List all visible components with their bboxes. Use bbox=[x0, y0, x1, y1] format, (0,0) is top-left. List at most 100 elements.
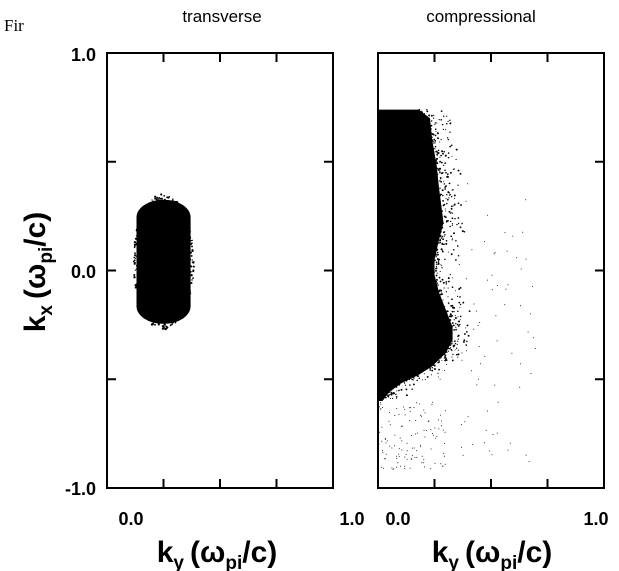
compressional-data-point bbox=[418, 377, 421, 380]
compressional-outlier-point bbox=[512, 235, 514, 237]
compressional-data-point bbox=[447, 191, 450, 194]
transverse-data-point bbox=[153, 201, 156, 204]
compressional-data-point bbox=[440, 154, 442, 157]
transverse-data-point bbox=[133, 262, 136, 265]
compressional-tail-point bbox=[399, 437, 401, 439]
compressional-data-point bbox=[455, 259, 457, 261]
compressional-data-point bbox=[431, 366, 434, 369]
compressional-outlier-point bbox=[504, 232, 506, 233]
compressional-outlier-point bbox=[496, 340, 498, 342]
compressional-outlier-point bbox=[439, 378, 441, 380]
compressional-outlier-point bbox=[461, 446, 462, 448]
compressional-data-point bbox=[395, 398, 397, 400]
compressional-tail-point bbox=[384, 458, 386, 460]
transverse-data-point bbox=[134, 254, 137, 257]
compressional-data-point bbox=[434, 151, 437, 153]
compressional-data-point bbox=[449, 212, 452, 214]
compressional-data-point bbox=[443, 236, 445, 238]
compressional-outlier-point bbox=[505, 288, 507, 290]
compressional-tail-point bbox=[408, 407, 410, 409]
compressional-data-point bbox=[442, 115, 445, 117]
compressional-outlier-point bbox=[506, 250, 508, 252]
compressional-data-point bbox=[436, 252, 438, 254]
compressional-data-point bbox=[457, 254, 460, 257]
compressional-data-point bbox=[435, 278, 438, 281]
compressional-data-point bbox=[443, 180, 445, 182]
compressional-data-point bbox=[453, 249, 455, 251]
compressional-data-point bbox=[439, 156, 441, 158]
compressional-tail-point bbox=[406, 450, 408, 452]
transverse-data-point bbox=[136, 236, 139, 239]
compressional-data-point bbox=[398, 383, 401, 386]
transverse-data-point bbox=[138, 295, 141, 299]
compressional-data-point bbox=[447, 347, 450, 350]
compressional-data-point bbox=[452, 324, 455, 327]
compressional-data-point bbox=[436, 168, 438, 170]
left-panel-title: transverse bbox=[182, 7, 261, 26]
compressional-data-point bbox=[462, 340, 465, 343]
compressional-outlier-point bbox=[437, 376, 439, 378]
compressional-data-point bbox=[459, 296, 461, 298]
transverse-data-point bbox=[135, 264, 139, 267]
compressional-outlier-point bbox=[457, 245, 459, 246]
transverse-data-point bbox=[182, 302, 185, 305]
y-tick-label-middle: 0.0 bbox=[71, 262, 96, 282]
compressional-data-point bbox=[449, 319, 452, 321]
transverse-data-point bbox=[139, 223, 142, 226]
compressional-data-point bbox=[441, 226, 444, 229]
compressional-data-point bbox=[438, 360, 440, 362]
compressional-data-point bbox=[449, 225, 451, 228]
compressional-data-point bbox=[440, 293, 443, 296]
compressional-data-point bbox=[437, 361, 439, 364]
transverse-data-point bbox=[134, 286, 138, 289]
compressional-data-point bbox=[438, 368, 440, 371]
compressional-data-point bbox=[444, 208, 446, 210]
compressional-tail-point bbox=[423, 466, 425, 468]
compressional-outlier-point bbox=[457, 246, 459, 248]
compressional-tail-point bbox=[440, 414, 442, 416]
compressional-tail-point bbox=[388, 420, 390, 422]
compressional-data-point bbox=[443, 150, 445, 153]
compressional-data-point bbox=[460, 204, 462, 206]
compressional-data-point bbox=[437, 152, 440, 154]
transverse-data-point bbox=[173, 203, 176, 206]
compressional-data-point bbox=[455, 323, 457, 325]
compressional-data-point bbox=[448, 197, 450, 199]
compressional-data-point bbox=[455, 328, 457, 331]
compressional-outlier-point bbox=[493, 253, 495, 255]
compressional-data-point bbox=[445, 171, 447, 174]
compressional-data-point bbox=[426, 110, 429, 113]
compressional-data-point bbox=[447, 280, 450, 283]
compressional-data-point bbox=[432, 117, 435, 119]
compressional-data-point bbox=[454, 315, 456, 317]
compressional-data-point bbox=[437, 149, 440, 152]
transverse-data-point bbox=[190, 243, 193, 245]
compressional-tail-point bbox=[402, 425, 404, 427]
compressional-data-point bbox=[439, 270, 441, 273]
transverse-data-point bbox=[168, 195, 170, 198]
compressional-tail-point bbox=[379, 431, 381, 433]
transverse-data-point bbox=[179, 316, 182, 319]
compressional-tail-point bbox=[404, 467, 406, 469]
compressional-data-point bbox=[450, 144, 453, 147]
compressional-data-point bbox=[434, 271, 436, 273]
compressional-data-point bbox=[443, 287, 445, 289]
right-x-tick-label-min: 0.0 bbox=[385, 509, 410, 529]
compressional-outlier-point bbox=[473, 303, 475, 305]
transverse-data-point bbox=[143, 211, 146, 214]
compressional-data-point bbox=[453, 310, 455, 313]
compressional-data-point bbox=[390, 393, 392, 395]
transverse-data-point bbox=[175, 313, 178, 315]
compressional-data-point bbox=[452, 212, 454, 214]
transverse-data-point bbox=[136, 280, 139, 283]
compressional-outlier-point bbox=[478, 346, 480, 348]
transverse-data-point bbox=[133, 245, 136, 248]
compressional-data-point bbox=[457, 217, 460, 219]
compressional-data-point bbox=[433, 368, 436, 370]
compressional-data-point bbox=[462, 301, 465, 304]
transverse-data-point bbox=[189, 236, 192, 239]
compressional-data-point bbox=[447, 220, 450, 222]
compressional-data-point bbox=[400, 388, 403, 391]
compressional-data-point bbox=[454, 217, 456, 220]
